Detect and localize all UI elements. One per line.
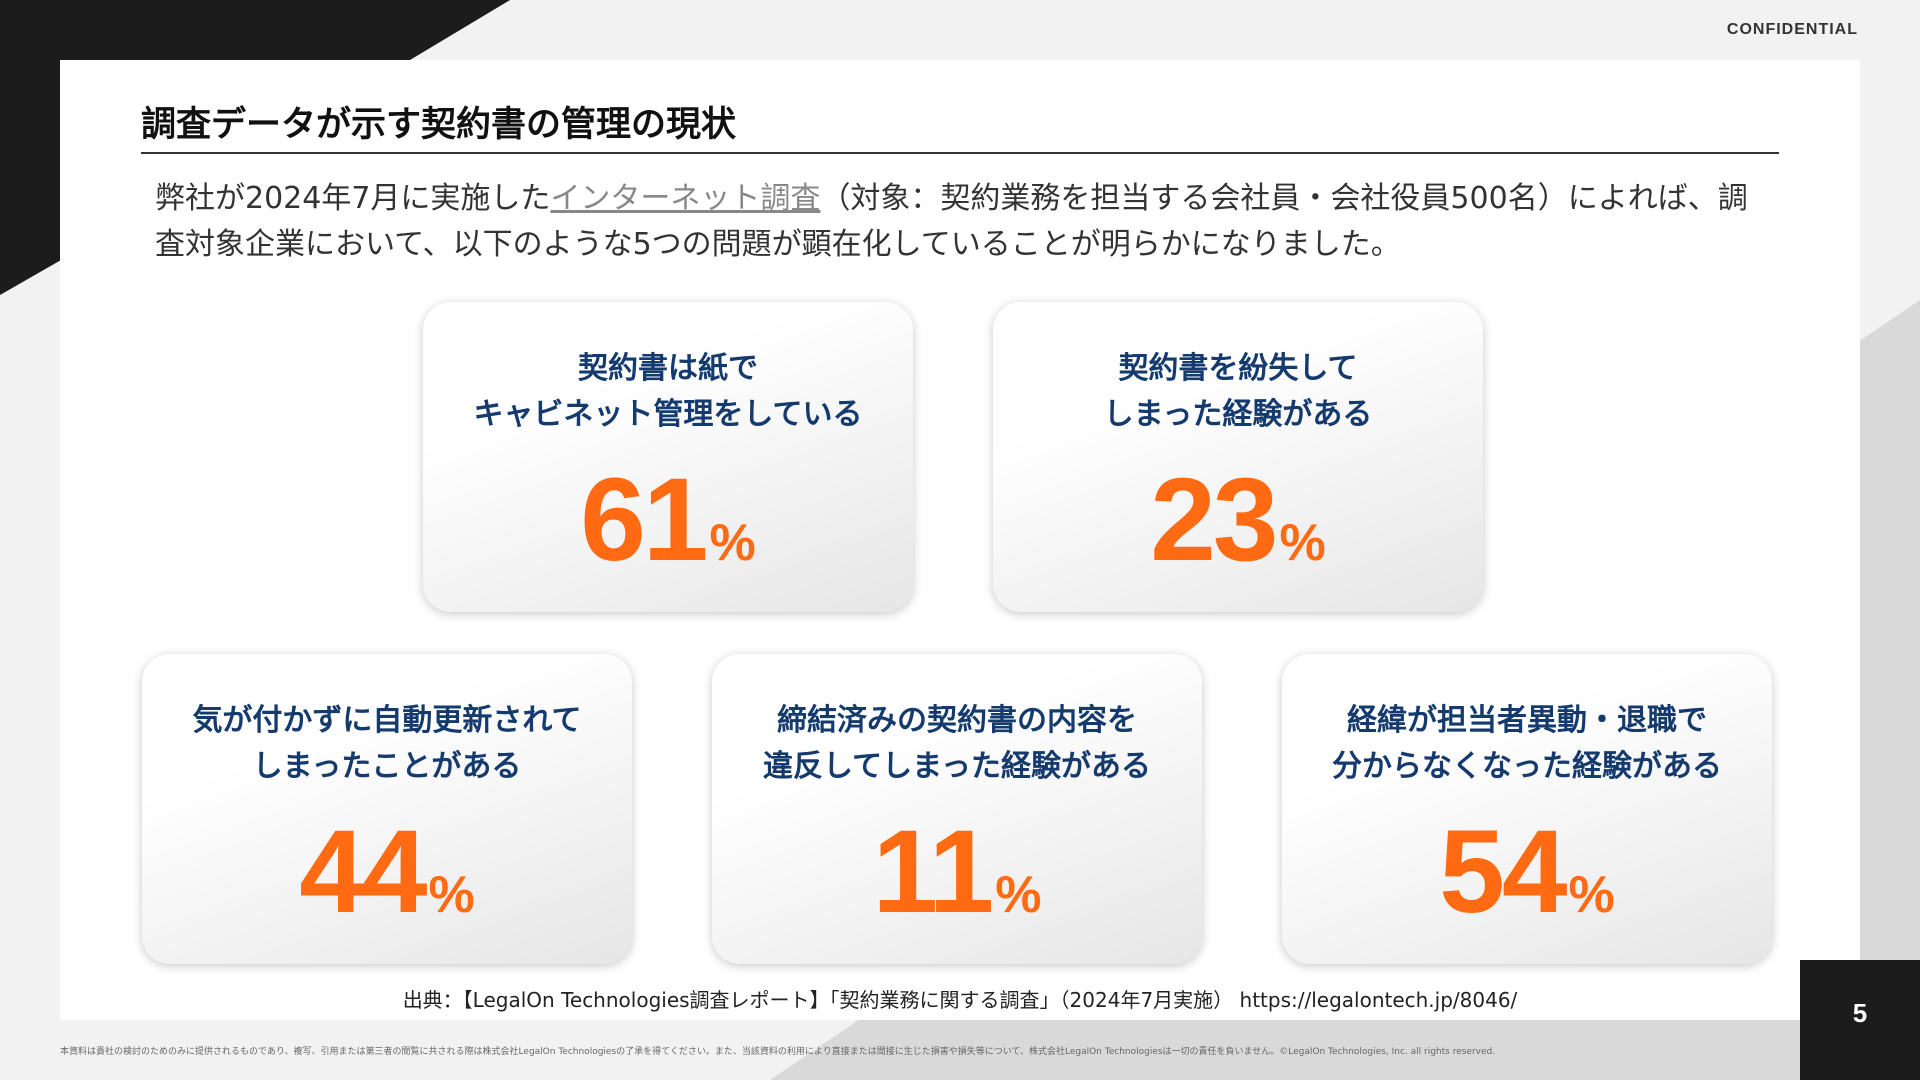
stat-unit: % (1279, 514, 1326, 572)
intro-text-before: 弊社が2024年7月に実施した (155, 181, 551, 216)
stat-unit: % (428, 866, 475, 924)
disclaimer-text: 本資料は貴社の検討のためのみに提供されるものであり、複写、引用または第三者の閲覧… (60, 1047, 1496, 1057)
slide-title: 調査データが示す契約書の管理の現状 (141, 105, 737, 145)
page-number-box (1800, 960, 1920, 1080)
intro-paragraph: 弊社が2024年7月に実施したインターネット調査（対象：契約業務を担当する会社員… (155, 176, 1775, 268)
stat-label: 締結済みの契約書の内容を 違反してしまった経験がある (712, 698, 1202, 790)
stat-card-contract-violation: 締結済みの契約書の内容を 違反してしまった経験がある 11% (712, 654, 1202, 964)
stat-value: 11% (712, 804, 1202, 940)
stat-unit: % (709, 514, 756, 572)
stat-value: 23% (993, 452, 1483, 588)
stat-value: 61% (423, 452, 913, 588)
confidential-label: CONFIDENTIAL (1726, 21, 1858, 38)
stat-unit: % (995, 866, 1042, 924)
stat-card-auto-renewal: 気が付かずに自動更新されて しまったことがある 44% (142, 654, 632, 964)
stat-label: 経緯が担当者異動・退職で 分からなくなった経験がある (1282, 698, 1772, 790)
stat-label-line1: 契約書を紛失して (1118, 351, 1358, 386)
stat-label-line2: 違反してしまった経験がある (763, 749, 1151, 784)
stat-number: 11 (872, 806, 995, 938)
title-divider (141, 152, 1779, 154)
stat-number: 23 (1150, 454, 1278, 586)
stat-value: 44% (142, 804, 632, 940)
stat-label: 気が付かずに自動更新されて しまったことがある (142, 698, 632, 790)
stat-card-lost-history: 経緯が担当者異動・退職で 分からなくなった経験がある 54% (1282, 654, 1772, 964)
stat-label: 契約書は紙でキャビネット管理をしている (423, 346, 913, 438)
stat-card-paper-cabinet: 契約書は紙でキャビネット管理をしている 61% (423, 302, 913, 612)
stat-number: 44 (299, 806, 427, 938)
source-citation: 出典：【LegalOn Technologies調査レポート】「契約業務に関する… (402, 988, 1518, 1012)
stat-number: 54 (1439, 806, 1567, 938)
stat-label-line1: 締結済みの契約書の内容を (777, 703, 1137, 738)
stat-label-line1: 経緯が担当者異動・退職で (1347, 703, 1707, 738)
stat-label: 契約書を紛失して しまった経験がある (993, 346, 1483, 438)
survey-link[interactable]: インターネット調査 (550, 181, 821, 216)
page-number: 5 (1852, 998, 1868, 1028)
stat-label-line2: キャビネット管理をしている (473, 397, 863, 432)
intro-text-after: （対象：契約業務を担当する会社員・会社役員500名）によれば、調査対象企業におい… (155, 181, 1748, 262)
stat-unit: % (1568, 866, 1615, 924)
stat-number: 61 (580, 454, 708, 586)
stat-card-lost-contract: 契約書を紛失して しまった経験がある 23% (993, 302, 1483, 612)
stat-label-line2: しまった経験がある (1103, 397, 1373, 432)
stat-label-line1: 契約書は紙で (578, 351, 758, 386)
stat-value: 54% (1282, 804, 1772, 940)
stat-label-line2: しまったことがある (252, 749, 522, 784)
stat-label-line1: 気が付かずに自動更新されて (192, 703, 582, 738)
stat-label-line2: 分からなくなった経験がある (1332, 749, 1722, 784)
